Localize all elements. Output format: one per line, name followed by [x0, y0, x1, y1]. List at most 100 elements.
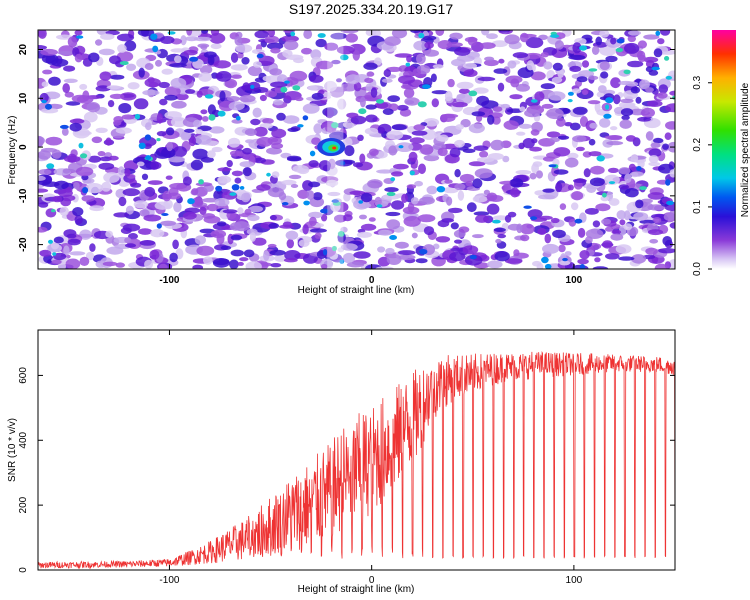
heatmap-cell	[286, 155, 302, 161]
heatmap-cell	[627, 60, 644, 68]
heatmap-cell	[89, 243, 96, 252]
heatmap-cell	[342, 159, 356, 165]
heatmap-cell	[546, 108, 564, 120]
heatmap-cell	[217, 175, 232, 184]
heatmap-cell	[74, 215, 83, 225]
heatmap-cell	[550, 217, 560, 224]
heatmap-cell	[418, 163, 426, 175]
heatmap-cell	[477, 76, 496, 82]
heatmap-cell	[187, 198, 195, 205]
heatmap-cell	[618, 167, 631, 175]
heatmap-cell	[408, 151, 418, 162]
heatmap-cell	[271, 171, 280, 178]
heatmap-cell	[635, 96, 642, 104]
heatmap-cell	[172, 146, 187, 158]
heatmap-cell	[284, 250, 301, 261]
heatmap-cell	[302, 103, 320, 114]
heatmap-cell	[59, 206, 69, 216]
colorbar: 0.0 0.1 0.2 0.3 Normalized spectral amplitu…	[692, 30, 750, 276]
heatmap-cell	[230, 234, 243, 241]
heatmap-cell	[602, 240, 613, 249]
heatmap-cell	[368, 217, 376, 222]
heatmap-cell	[454, 47, 471, 56]
heatmap-cell	[39, 249, 52, 257]
heatmap-cell	[641, 107, 655, 118]
heatmap-cell	[194, 235, 206, 245]
heatmap-cell	[51, 58, 69, 67]
heatmap-cell	[116, 51, 134, 62]
heatmap-cell	[386, 130, 404, 140]
heatmap-cell	[458, 88, 470, 94]
heatmap-ytick-label: -10	[18, 188, 29, 203]
heatmap-cell	[210, 229, 227, 239]
heatmap-cell	[315, 60, 334, 70]
heatmap-cell	[150, 33, 158, 40]
heatmap-cell	[554, 40, 565, 50]
heatmap-cell	[264, 35, 280, 44]
heatmap-cell	[121, 114, 135, 120]
heatmap-cell	[454, 169, 461, 178]
heatmap-cell	[653, 48, 663, 58]
heatmap-cell	[497, 82, 505, 92]
heatmap-cell	[290, 126, 301, 132]
heatmap-cell	[358, 108, 367, 115]
heatmap-cell	[409, 137, 425, 144]
heatmap-cell	[385, 211, 401, 217]
heatmap-cell	[577, 227, 586, 238]
heatmap-cell	[320, 263, 328, 269]
heatmap-cell	[650, 142, 661, 148]
heatmap-cell	[378, 229, 393, 236]
heatmap-cell	[441, 113, 459, 119]
heatmap-cell	[605, 55, 618, 63]
heatmap-cell	[40, 48, 58, 56]
heatmap-cell	[234, 36, 242, 46]
heatmap-cell	[603, 113, 612, 119]
heatmap-cell	[637, 159, 645, 169]
heatmap-cell	[52, 195, 63, 203]
heatmap-cell	[128, 233, 138, 240]
heatmap-cell	[266, 42, 284, 50]
heatmap-cell	[410, 30, 421, 33]
heatmap-cell	[252, 237, 267, 246]
heatmap-cell	[623, 69, 631, 75]
heatmap-cell	[444, 90, 453, 102]
heatmap-cell	[605, 253, 620, 260]
heatmap-cell	[242, 167, 252, 177]
heatmap-cell	[665, 103, 675, 113]
heatmap-cell	[158, 263, 168, 269]
heatmap-cell	[246, 228, 258, 235]
heatmap-cell	[51, 209, 56, 213]
heatmap-cell	[479, 150, 489, 158]
heatmap-cell	[63, 245, 70, 256]
heatmap-cell	[290, 31, 296, 37]
heatmap-cell	[615, 244, 632, 254]
heatmap-cell	[215, 185, 223, 192]
heatmap-cell	[253, 157, 267, 164]
heatmap-cell	[542, 243, 560, 254]
heatmap-cell	[318, 160, 331, 171]
heatmap-cell	[220, 245, 232, 250]
heatmap-cell	[574, 218, 583, 224]
heatmap-blobs	[38, 30, 675, 269]
heatmap-cell	[270, 263, 282, 268]
heatmap-cell	[78, 142, 84, 149]
heatmap-cell	[374, 196, 382, 206]
snr-xlabel: Height of straight line (km)	[298, 584, 415, 595]
heatmap-cell	[292, 165, 309, 173]
heatmap-cell	[360, 223, 377, 231]
heatmap-cell	[185, 89, 196, 94]
heatmap-cell	[161, 68, 173, 75]
heatmap-cell	[58, 189, 73, 198]
heatmap-cell	[599, 61, 610, 71]
heatmap-cell	[531, 99, 538, 103]
heatmap-cell	[280, 86, 288, 93]
heatmap-cell	[481, 30, 490, 36]
heatmap-cell	[98, 162, 115, 170]
heatmap-cell	[156, 131, 167, 137]
heatmap-cell	[327, 191, 341, 197]
heatmap-cell	[145, 122, 152, 131]
heatmap-cell	[48, 239, 53, 244]
heatmap-cell	[473, 211, 490, 216]
heatmap-cell	[149, 249, 160, 260]
heatmap-cell	[243, 249, 255, 258]
